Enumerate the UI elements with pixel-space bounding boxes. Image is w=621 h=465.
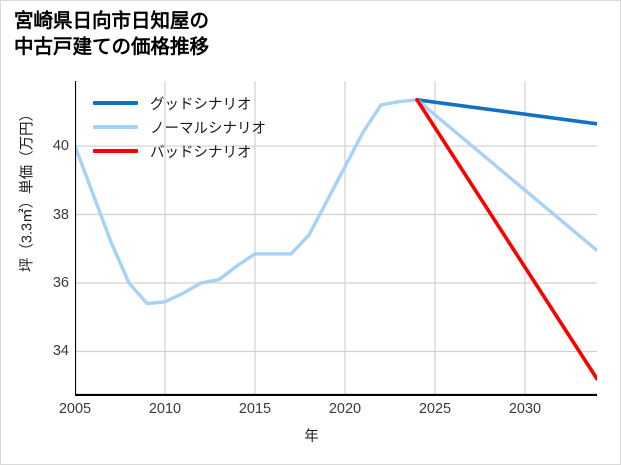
y-tick-label: 34 bbox=[52, 343, 69, 360]
legend-color-swatch bbox=[93, 100, 138, 106]
legend-item[interactable]: ノーマルシナリオ bbox=[93, 115, 308, 139]
legend-color-swatch bbox=[93, 125, 138, 129]
y-tick-label: 36 bbox=[52, 275, 69, 291]
legend-item[interactable]: バッドシナリオ bbox=[93, 139, 308, 163]
x-axis-title: 年 bbox=[304, 429, 319, 445]
x-axis-tick-labels: 2005 2010 2015 2020 2025 2030 bbox=[59, 401, 597, 421]
y-tick-label: 40 bbox=[52, 138, 69, 155]
x-tick-label: 2005 bbox=[58, 401, 92, 417]
x-tick-label: 2025 bbox=[418, 401, 452, 417]
legend-label: グッドシナリオ bbox=[150, 96, 252, 113]
y-tick-label: 38 bbox=[52, 206, 69, 223]
y-axis-title: 坪（3.3㎡）単価（万円） bbox=[19, 106, 36, 273]
line-chart-svg bbox=[75, 81, 597, 396]
series-line-1 bbox=[415, 98, 597, 126]
x-tick-label: 2015 bbox=[238, 401, 272, 417]
x-tick-label: 2020 bbox=[328, 401, 362, 417]
x-tick-label: 2030 bbox=[508, 401, 542, 417]
chart-legend: グッドシナリオ ノーマルシナリオ バッドシナリオ bbox=[93, 91, 308, 163]
gridlines bbox=[75, 81, 597, 396]
series-line-2 bbox=[415, 98, 597, 253]
plot-area bbox=[75, 81, 597, 396]
legend-item[interactable]: グッドシナリオ bbox=[93, 91, 308, 115]
legend-label: バッドシナリオ bbox=[150, 144, 252, 161]
data-series-layer bbox=[75, 98, 597, 381]
series-line-0 bbox=[75, 98, 419, 306]
page-title: 宮崎県日向市日知屋の 中古戸建ての価格推移 bbox=[14, 10, 210, 58]
legend-label: ノーマルシナリオ bbox=[150, 120, 266, 137]
series-line-3 bbox=[415, 98, 597, 381]
legend-color-swatch bbox=[93, 148, 138, 154]
x-tick-label: 2010 bbox=[148, 401, 182, 417]
y-axis-tick-labels: 34 36 38 40 bbox=[39, 81, 69, 396]
